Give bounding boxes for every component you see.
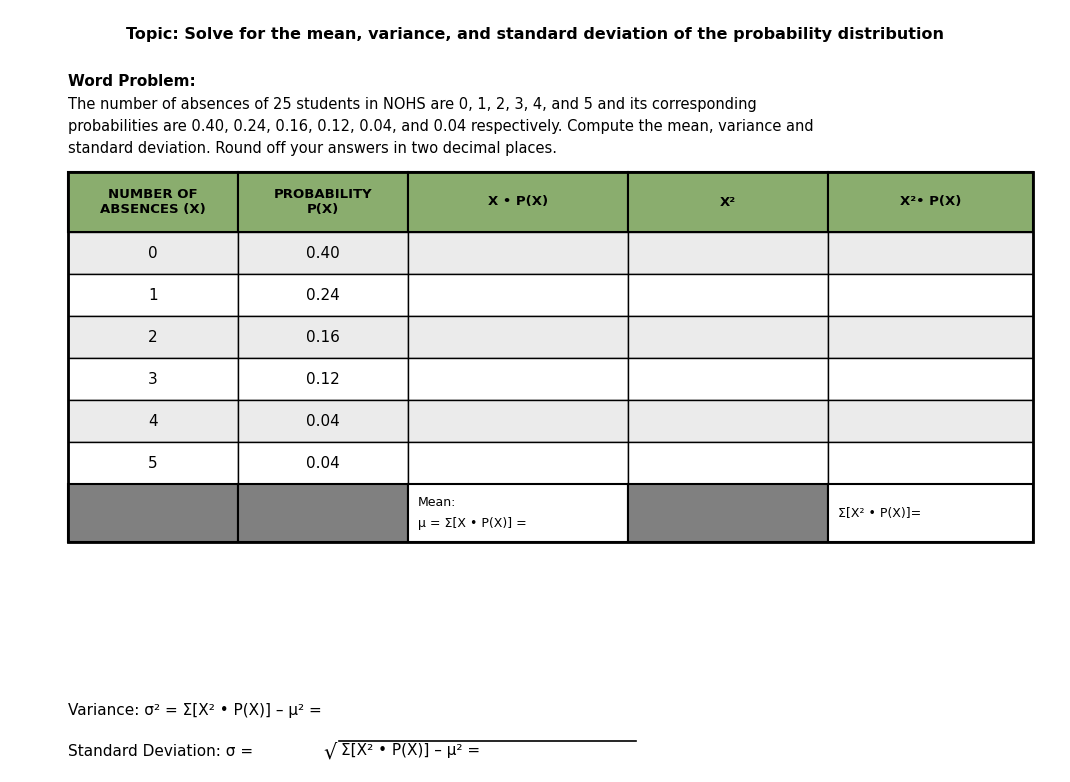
Bar: [408, 400, 628, 442]
Text: Topic: Solve for the mean, variance, and standard deviation of the probability d: Topic: Solve for the mean, variance, and…: [126, 27, 944, 41]
Bar: [628, 400, 828, 442]
Text: √: √: [323, 743, 336, 763]
Text: 0.16: 0.16: [306, 329, 340, 345]
Text: Σ[X² • P(X)]=: Σ[X² • P(X)]=: [838, 507, 921, 519]
Text: μ = Σ[X • P(X)] =: μ = Σ[X • P(X)] =: [418, 516, 526, 529]
Bar: [408, 274, 628, 316]
Text: NUMBER OF
ABSENCES (X): NUMBER OF ABSENCES (X): [101, 188, 205, 217]
Bar: [238, 484, 408, 542]
Bar: [408, 442, 628, 484]
Bar: [68, 172, 238, 232]
Bar: [68, 358, 238, 400]
Text: Mean:: Mean:: [418, 497, 457, 510]
Text: Variance: σ² = Σ[X² • P(X)] – μ² =: Variance: σ² = Σ[X² • P(X)] – μ² =: [68, 702, 322, 718]
Bar: [628, 484, 828, 542]
Text: 0.04: 0.04: [306, 455, 340, 471]
Bar: [828, 316, 1033, 358]
Text: Σ[X² • P(X)] – μ² =: Σ[X² • P(X)] – μ² =: [341, 742, 480, 758]
Bar: [408, 484, 628, 542]
Text: probabilities are 0.40, 0.24, 0.16, 0.12, 0.04, and 0.04 respectively. Compute t: probabilities are 0.40, 0.24, 0.16, 0.12…: [68, 119, 813, 134]
Text: 2: 2: [148, 329, 157, 345]
Bar: [828, 400, 1033, 442]
Bar: [408, 316, 628, 358]
Bar: [628, 274, 828, 316]
Text: X²• P(X): X²• P(X): [900, 196, 961, 209]
Bar: [68, 274, 238, 316]
Bar: [628, 358, 828, 400]
Text: The number of absences of 25 students in NOHS are 0, 1, 2, 3, 4, and 5 and its c: The number of absences of 25 students in…: [68, 96, 756, 112]
Bar: [68, 400, 238, 442]
Bar: [68, 484, 238, 542]
Text: X • P(X): X • P(X): [488, 196, 548, 209]
Bar: [828, 484, 1033, 542]
Bar: [828, 358, 1033, 400]
Bar: [238, 172, 408, 232]
Bar: [828, 442, 1033, 484]
Bar: [238, 400, 408, 442]
Text: 0: 0: [148, 246, 157, 260]
Text: X²: X²: [720, 196, 736, 209]
Text: 4: 4: [148, 414, 157, 429]
Text: 3: 3: [148, 371, 158, 386]
Bar: [238, 274, 408, 316]
Bar: [828, 274, 1033, 316]
Bar: [628, 232, 828, 274]
Text: 0.40: 0.40: [306, 246, 340, 260]
Bar: [408, 172, 628, 232]
Text: 0.24: 0.24: [306, 288, 340, 303]
Text: 0.04: 0.04: [306, 414, 340, 429]
Text: 1: 1: [148, 288, 157, 303]
Bar: [238, 232, 408, 274]
Bar: [828, 172, 1033, 232]
Text: Word Problem:: Word Problem:: [68, 74, 196, 89]
Bar: [68, 316, 238, 358]
Text: Standard Deviation: σ =: Standard Deviation: σ =: [68, 744, 258, 759]
Bar: [628, 172, 828, 232]
Bar: [238, 316, 408, 358]
Bar: [408, 358, 628, 400]
Bar: [828, 232, 1033, 274]
Bar: [628, 442, 828, 484]
Bar: [238, 442, 408, 484]
Text: PROBABILITY
P(X): PROBABILITY P(X): [274, 188, 372, 217]
Bar: [408, 232, 628, 274]
Bar: [238, 358, 408, 400]
Bar: [68, 442, 238, 484]
Bar: [68, 232, 238, 274]
Bar: [68, 172, 1033, 542]
Text: 5: 5: [148, 455, 157, 471]
Text: standard deviation. Round off your answers in two decimal places.: standard deviation. Round off your answe…: [68, 141, 557, 156]
Text: 0.12: 0.12: [306, 371, 340, 386]
Bar: [628, 316, 828, 358]
